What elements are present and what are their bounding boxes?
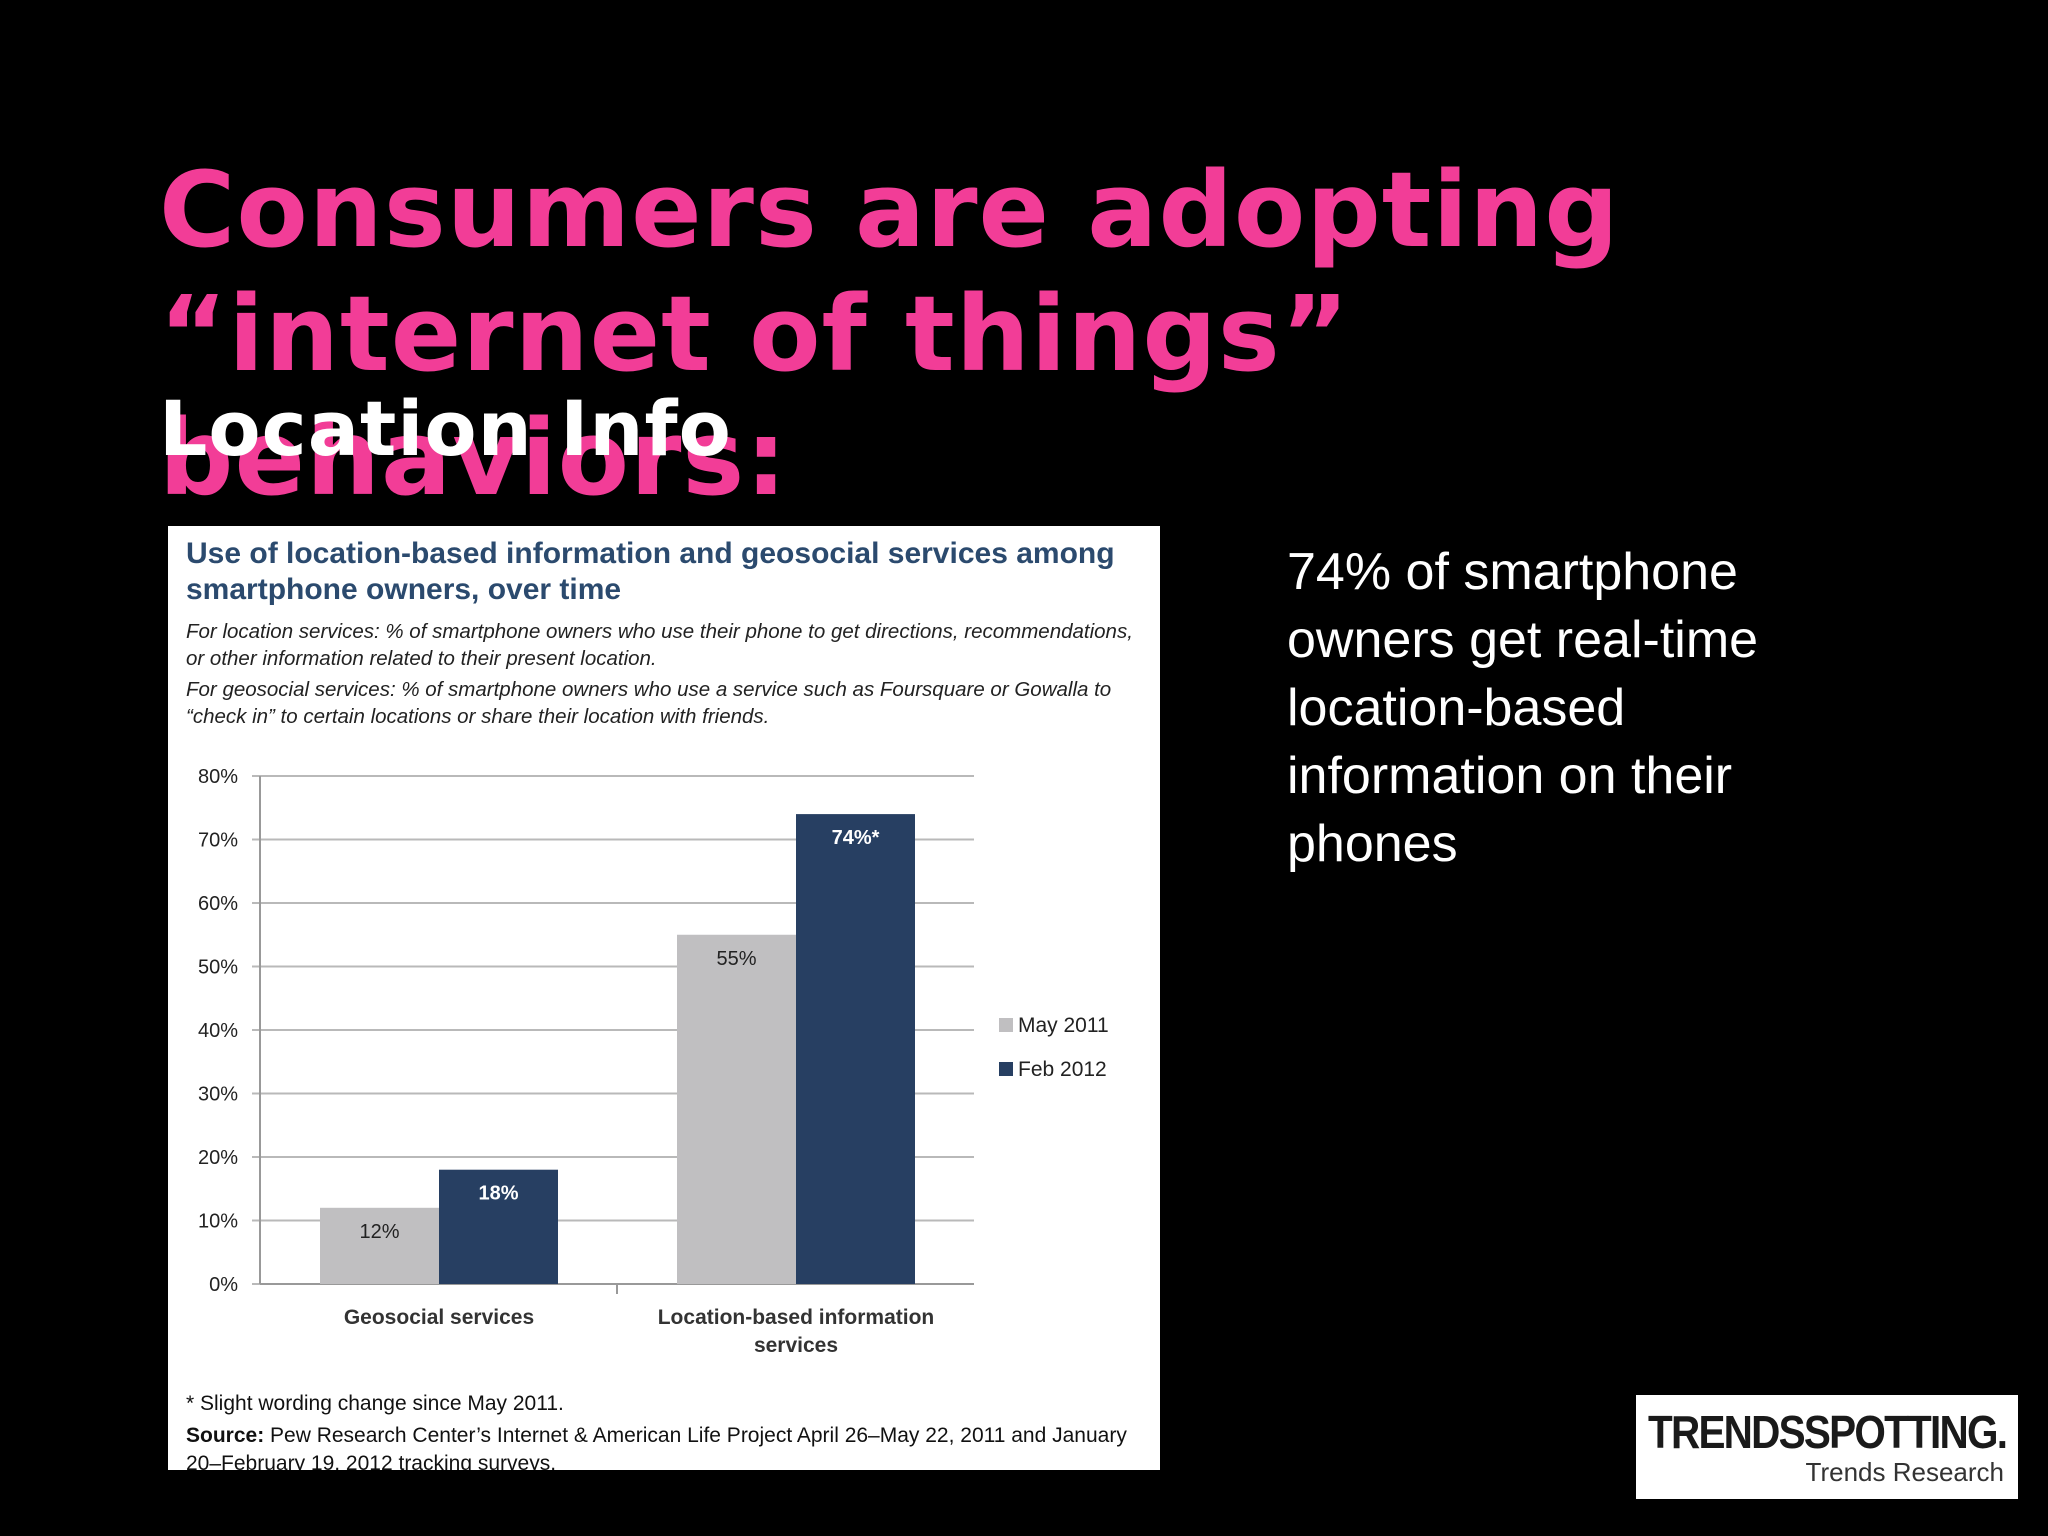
bar-value-label: 18% [478, 1183, 518, 1205]
bar [796, 814, 915, 1284]
slide-title: Consumers are adopting “internet of thin… [159, 148, 1999, 520]
y-tick-label: 40% [198, 1020, 238, 1042]
x-category-label: services [754, 1334, 838, 1357]
legend-label: May 2011 [1018, 1014, 1109, 1037]
y-tick-label: 50% [198, 957, 238, 979]
legend-swatch [999, 1018, 1013, 1032]
chart-title: Use of location-based information and ge… [186, 537, 1115, 606]
bar [677, 934, 796, 1284]
chart-source: Source: Pew Research Center’s Internet &… [186, 1422, 1160, 1470]
chart-source-text: Pew Research Center’s Internet & America… [186, 1424, 1127, 1470]
x-category-label: Location-based information [658, 1306, 935, 1329]
bar-value-label: 12% [359, 1221, 399, 1243]
bar-value-label: 74%* [832, 827, 880, 849]
chart-footnote: * Slight wording change since May 2011. [186, 1392, 564, 1415]
y-tick-label: 70% [198, 830, 238, 852]
y-tick-label: 0% [209, 1274, 238, 1296]
chart-panel: Use of location-based information and ge… [168, 526, 1160, 1470]
logo-brand: TRENDSSPOTTING. [1648, 1406, 2008, 1458]
bar-chart: 0% 10% 20% 30% 40% 50% 60% 70% 80% 12% 18% 55% 74%* G… [198, 766, 1109, 1357]
trendsspotting-logo: TRENDSSPOTTING. Trends Research [1636, 1395, 2018, 1499]
key-stat-text: 74% of smartphone owners get real-time l… [1287, 543, 1759, 873]
y-tick-label: 60% [198, 893, 238, 915]
logo-tagline: Trends Research [1805, 1457, 2004, 1487]
x-category-label: Geosocial services [344, 1306, 534, 1329]
bar [439, 1169, 558, 1284]
chart-desc-location: For location services: % of smartphone o… [186, 620, 1133, 670]
bar [320, 1207, 439, 1284]
bar-value-label: 55% [716, 948, 756, 970]
legend-label: Feb 2012 [1018, 1058, 1107, 1081]
y-tick-label: 80% [198, 766, 238, 788]
slide-subtitle: Location Info [159, 384, 732, 473]
y-tick-label: 10% [198, 1211, 238, 1233]
slide-title-line-2: “internet of things” behaviors: [159, 273, 1351, 519]
legend-swatch [999, 1062, 1013, 1076]
y-tick-label: 20% [198, 1147, 238, 1169]
chart-source-label: Source: [186, 1424, 265, 1447]
chart-desc-geosocial: For geosocial services: % of smartphone … [186, 678, 1112, 728]
y-tick-label: 30% [198, 1084, 238, 1106]
slide-title-line-1: Consumers are adopting [159, 149, 1620, 271]
